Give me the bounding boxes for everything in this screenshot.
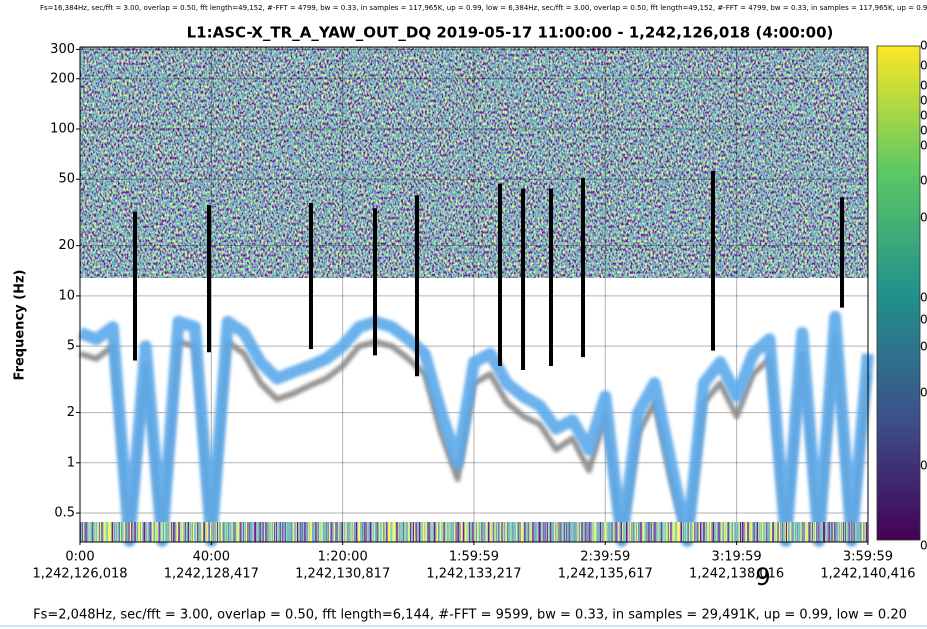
x-tick-gps-label: 1,242,128,417 [164,567,259,582]
x-tick-label: 1:20:00 [318,550,368,565]
colorbar-label: 0 [920,94,927,108]
y-tick-label: 200 [50,71,75,86]
y-tick-label: 50 [58,172,75,187]
x-tick-label: 40:00 [193,550,230,565]
chart-title: L1:ASC-X_TR_A_YAW_OUT_DQ 2019-05-17 11:0… [187,24,834,42]
colorbar-label: 0 [920,459,927,473]
x-tick-label: 2:39:59 [580,550,630,565]
overlay-text: 9 [755,563,770,591]
x-tick-label: 3:19:59 [712,550,762,565]
spectrogram-strip [80,522,868,542]
x-tick-gps-label: 1,242,126,018 [32,567,127,582]
y-tick-label: 2 [67,405,75,420]
colorbar-label: 0 [920,340,927,354]
y-tick-label: 100 [50,122,75,137]
colorbar-label: 0 [920,291,927,305]
x-tick-label: 1:59:59 [449,550,499,565]
header-text: Fs=16,384Hz, sec/fft = 3.00, overlap = 0… [40,4,927,12]
colorbar-label: 0 [920,79,927,93]
x-tick-label: 3:59:59 [843,550,893,565]
x-tick-gps-label: 1,242,135,617 [558,567,653,582]
colorbar [876,45,921,541]
y-tick-label: 0.5 [54,506,75,521]
colorbar-label: 0 [920,313,927,327]
x-tick-gps-label: 1,242,138,016 [689,567,784,582]
x-tick-gps-label: 1,242,130,817 [295,567,390,582]
colorbar-label: 0 [920,124,927,138]
y-tick-label: 5 [67,339,75,354]
colorbar-label: 0 [920,174,927,188]
colorbar-label: 0 [920,386,927,400]
colorbar-label: 0 [920,59,927,73]
x-tick-gps-label: 1,242,133,217 [426,567,521,582]
colorbar-label: 0 [920,109,927,123]
colorbar-label: 0 [920,539,927,553]
y-axis-label: Frequency (Hz) [13,270,28,381]
y-tick-label: 10 [58,288,75,303]
y-tick-label: 300 [50,42,75,57]
footer-text: Fs=2,048Hz, sec/fft = 3.00, overlap = 0.… [33,608,907,623]
spectrogram [80,47,868,278]
x-tick-label: 0:00 [65,550,94,565]
marker-layer [132,171,845,377]
colorbar-label: 0 [920,39,927,53]
x-tick-gps-label: 1,242,140,416 [820,567,915,582]
colorbar-label: 0 [920,211,927,225]
colorbar-label: 0 [920,139,927,153]
y-tick-label: 1 [67,455,75,470]
y-tick-label: 20 [58,238,75,253]
